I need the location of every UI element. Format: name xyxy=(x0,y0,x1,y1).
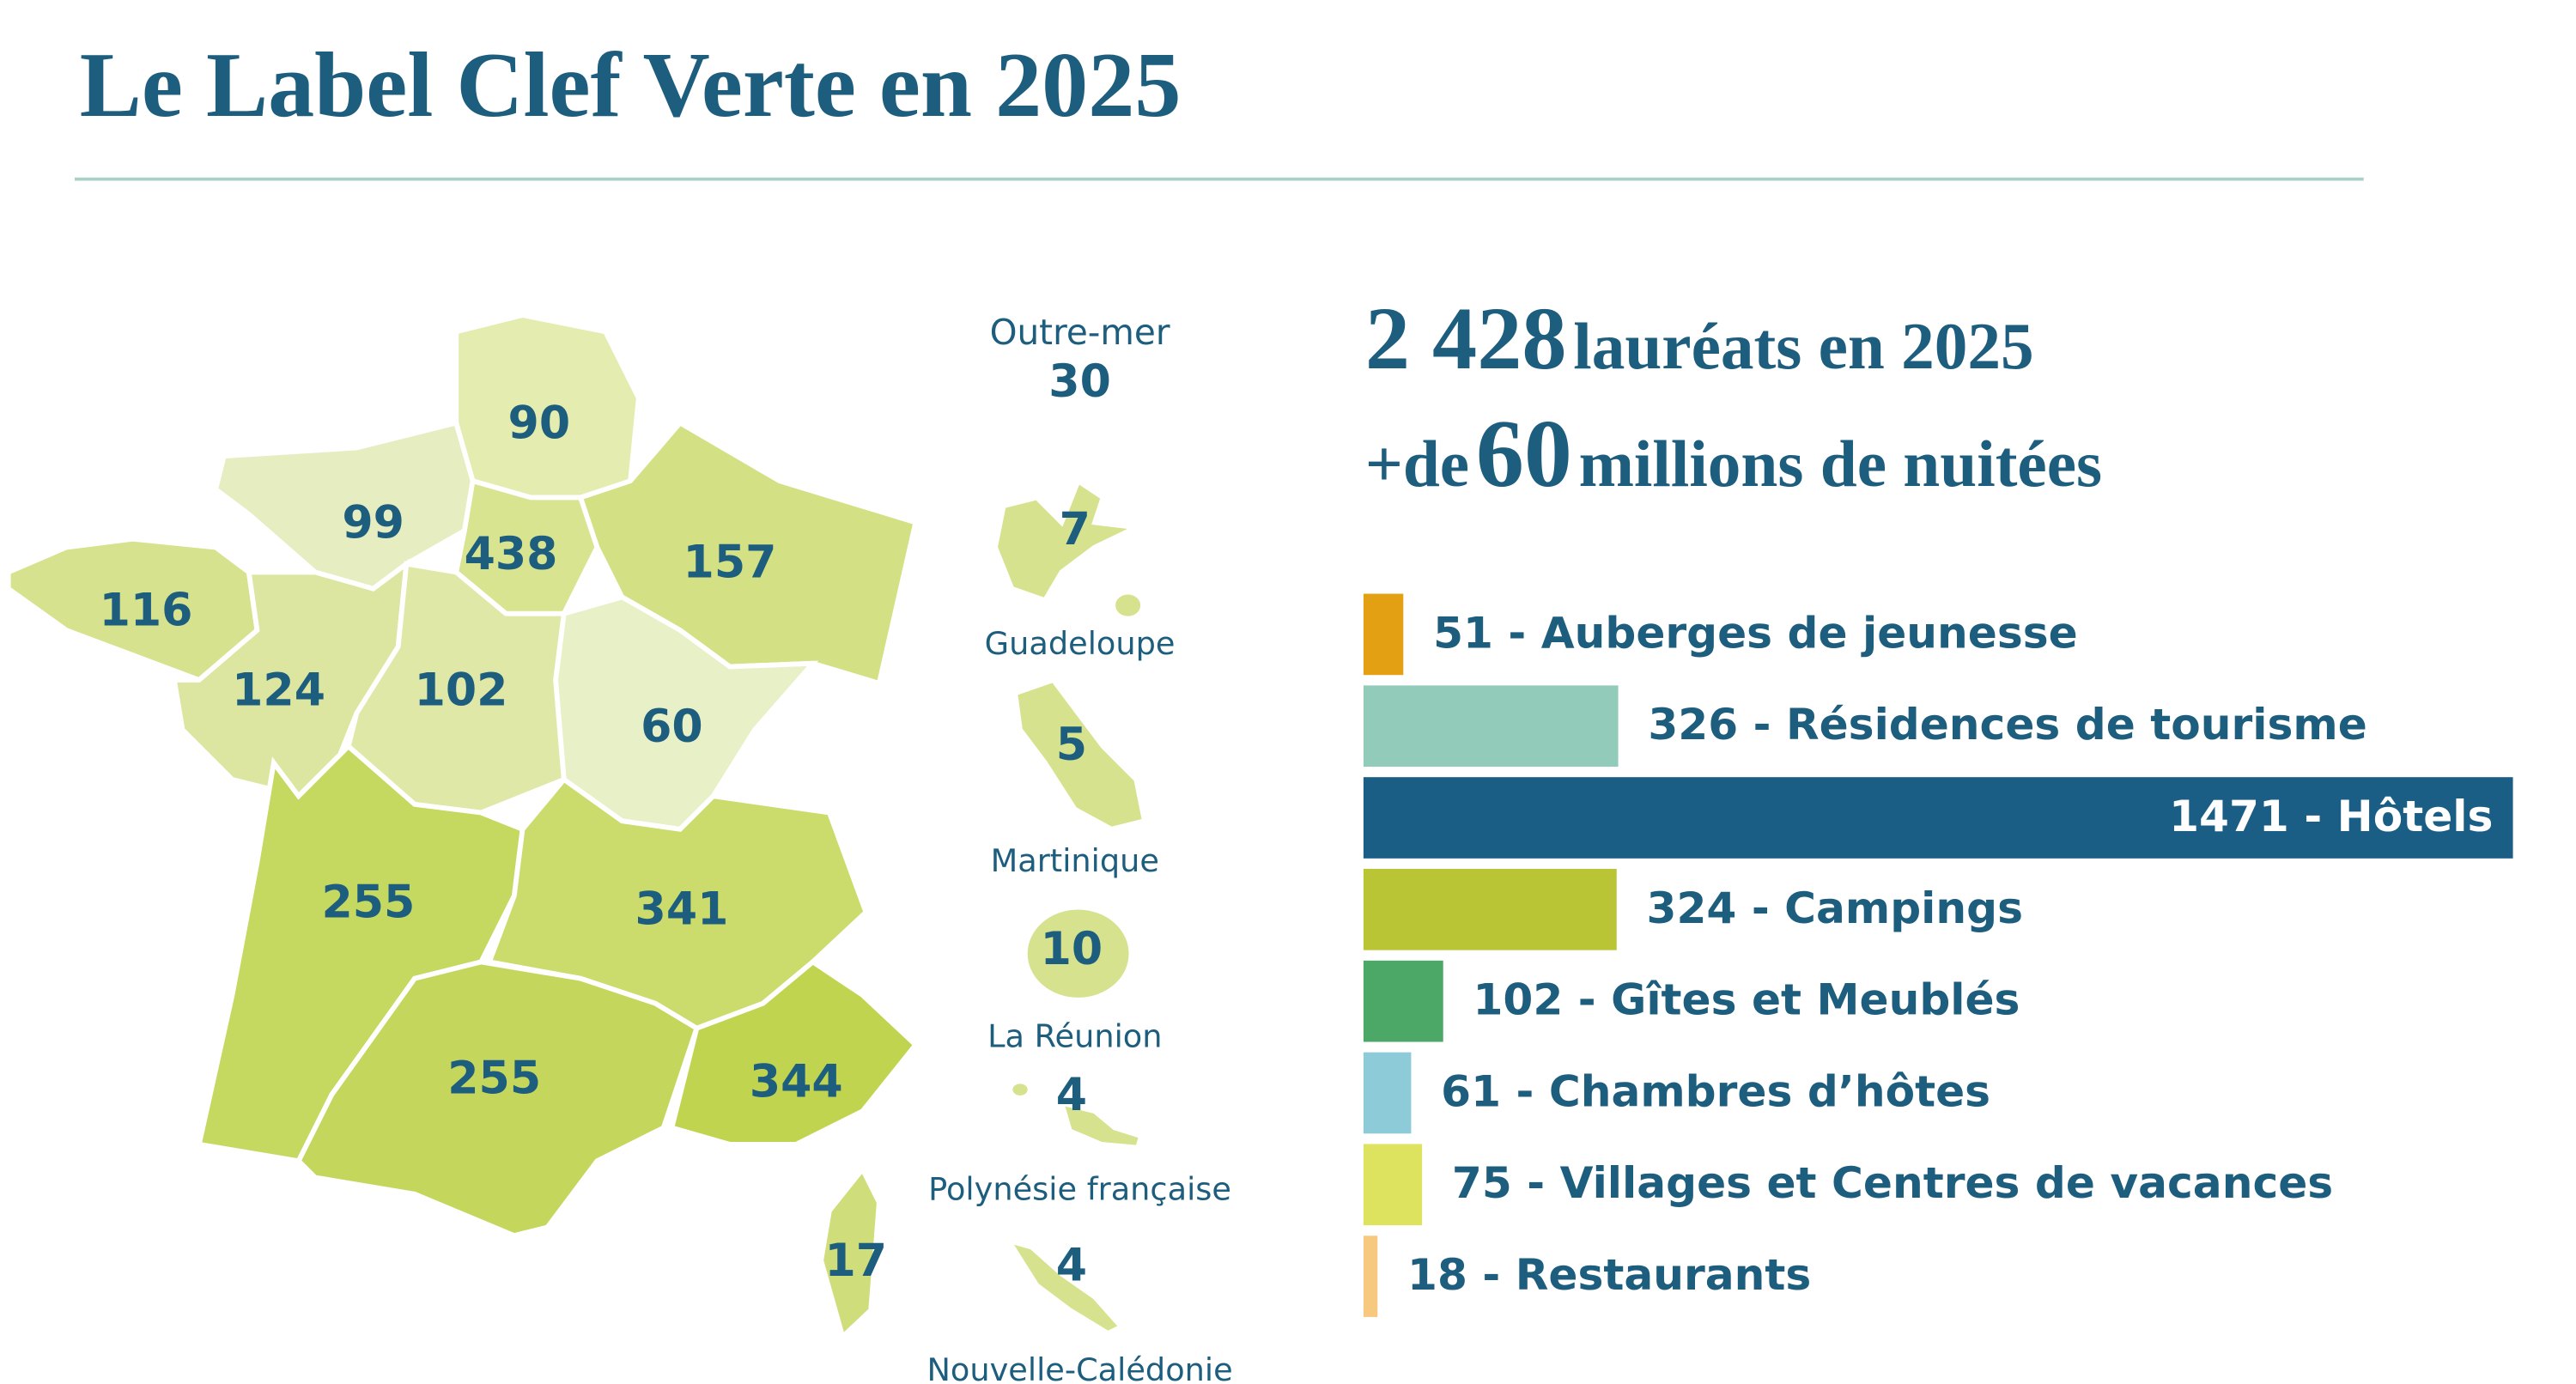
territory-name: La Réunion xyxy=(987,1018,1162,1055)
headline-number: 60 xyxy=(1476,401,1572,507)
overseas-shapes xyxy=(993,477,1148,1337)
territory-shape xyxy=(1012,677,1148,832)
bar-label: 102 - Gîtes et Meublés xyxy=(1473,974,2020,1025)
overseas-total: 30 xyxy=(1048,356,1111,408)
bar-label: 61 - Chambres d’hôtes xyxy=(1441,1065,1990,1116)
bar-label: 326 - Résidences de tourisme xyxy=(1648,699,2366,750)
territory-name: Polynésie française xyxy=(928,1170,1231,1207)
territory-shape xyxy=(1003,1236,1126,1337)
territory-value: 5 xyxy=(1056,719,1087,771)
bar-label: 75 - Villages et Centres de vacances xyxy=(1452,1157,2333,1208)
page-title: Le Label Clef Verte en 2025 xyxy=(80,34,1182,137)
region-value: 99 xyxy=(342,497,404,549)
headline-text: millions de nuitées xyxy=(1579,427,2102,501)
headline-prefix: +de xyxy=(1365,427,1469,501)
region-value: 157 xyxy=(683,537,777,589)
region-value: 17 xyxy=(825,1235,888,1287)
region xyxy=(345,561,568,816)
region xyxy=(295,959,700,1239)
territory-shape xyxy=(1007,1078,1033,1101)
bar xyxy=(1363,777,2513,859)
region xyxy=(668,958,920,1147)
region-value: 60 xyxy=(641,701,703,753)
bar-label: 1471 - Hôtels xyxy=(2169,791,2493,841)
region-value: 255 xyxy=(447,1053,541,1104)
bar-label: 51 - Auberges de jeunesse xyxy=(1433,607,2078,658)
region xyxy=(818,1164,882,1342)
region-value: 438 xyxy=(465,529,558,580)
headline-number: 2 428 xyxy=(1365,288,1567,388)
bar-label: 18 - Restaurants xyxy=(1407,1249,1811,1300)
region-values: 90 99 438 157 116 124 102 60 255 341 255… xyxy=(100,398,887,1287)
territory-shape xyxy=(1022,904,1134,1003)
bar xyxy=(1363,869,1617,950)
france-map xyxy=(5,313,920,1342)
bar-chart: 51 - Auberges de jeunesse 326 - Résidence… xyxy=(1363,593,2513,1317)
bar xyxy=(1363,960,1443,1042)
territory-shape xyxy=(993,477,1145,604)
territory-shape xyxy=(1110,589,1145,622)
overseas: Outre-mer 30 7 Guadeloupe 5 Martinique 1… xyxy=(927,312,1232,1384)
headline: +de 60 millions de nuitées xyxy=(1365,401,2102,507)
territory-value: 4 xyxy=(1056,1070,1087,1121)
territory-name: Nouvelle-Calédonie xyxy=(927,1351,1232,1384)
bar xyxy=(1363,685,1619,768)
bar xyxy=(1363,593,1404,676)
territory-value: 4 xyxy=(1056,1241,1087,1292)
bar xyxy=(1363,1235,1378,1317)
territory-value: 10 xyxy=(1041,924,1103,975)
headline: 2 428 lauréats en 2025 xyxy=(1365,288,2034,388)
region xyxy=(577,419,919,687)
territory-name: Martinique xyxy=(991,842,1159,879)
region-value: 255 xyxy=(321,877,415,929)
bar-label: 324 - Campings xyxy=(1647,883,2023,933)
region-value: 344 xyxy=(750,1056,843,1108)
headline-text: lauréats en 2025 xyxy=(1573,309,2033,383)
territory-shape xyxy=(1058,1099,1145,1150)
overseas-title: Outre-mer xyxy=(990,312,1170,353)
territory-value: 7 xyxy=(1060,504,1091,555)
bar xyxy=(1363,1144,1423,1226)
region-value: 102 xyxy=(415,665,508,716)
region-value: 116 xyxy=(100,586,193,637)
region-value: 341 xyxy=(635,883,729,935)
bar xyxy=(1363,1052,1412,1134)
region-value: 90 xyxy=(508,398,571,449)
region-value: 124 xyxy=(232,665,325,716)
territory-name: Guadeloupe xyxy=(985,625,1176,662)
region xyxy=(553,594,819,832)
